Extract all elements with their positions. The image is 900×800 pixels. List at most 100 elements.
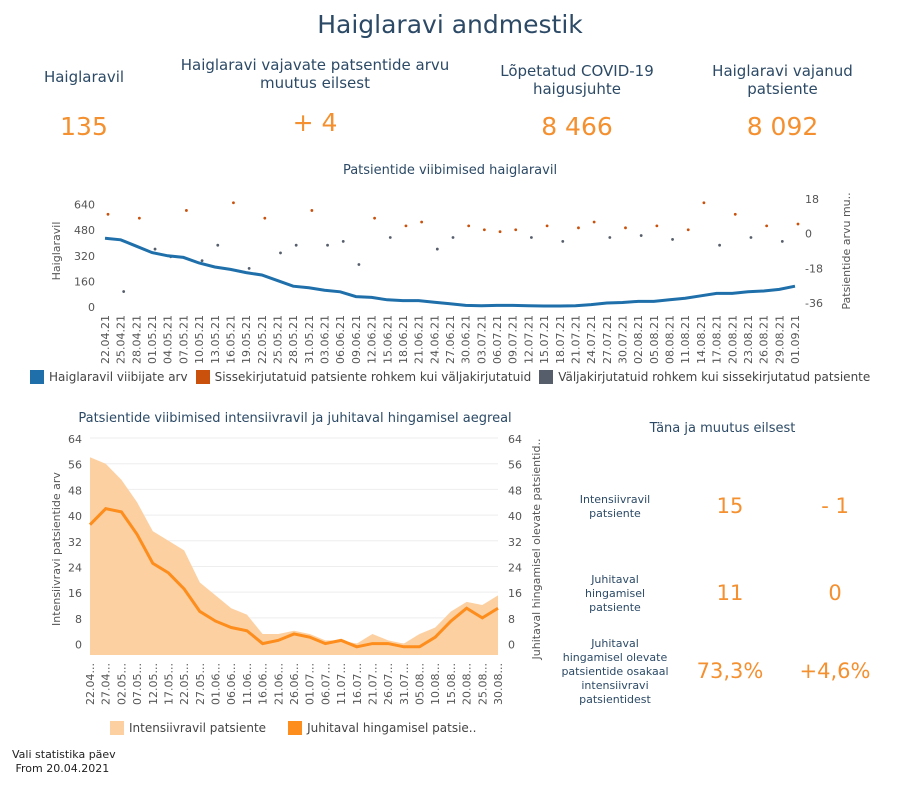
x-tick-label: 06.07.21 — [491, 315, 504, 364]
legend-swatch — [195, 370, 210, 384]
scatter-point — [718, 243, 721, 247]
x-tick-label: 17.08.21 — [711, 315, 724, 364]
icu-chart: 0 0 8 8 16 16 24 24 32 32 40 40 48 48 56 56 64 64 Intensii… — [50, 433, 543, 705]
scatter-point — [310, 209, 314, 212]
x-tick-label: 08.08.21 — [664, 315, 677, 364]
x-tick-label: 27.04... — [100, 663, 113, 705]
x-tick-label: 25.08... — [476, 663, 489, 705]
x-tick-label: 22.05... — [178, 663, 191, 705]
x-tick-label: 30.06.21 — [460, 315, 473, 364]
y-tick-label: 640 — [74, 199, 95, 212]
date-filter-label: Vali statistika päev — [12, 748, 116, 761]
x-tick-label: 01.06... — [210, 663, 223, 705]
today-value: 11 — [716, 581, 744, 605]
y2-tick-label: 56 — [508, 459, 522, 472]
y2-tick-label: -36 — [805, 297, 823, 310]
legend-area[interactable]: Intensiivravil patsiente — [110, 721, 266, 735]
legend-swatch — [539, 370, 554, 384]
legend-line[interactable]: Haiglaravil viibijate arv — [30, 370, 188, 384]
x-tick-label: 07.05.21 — [177, 315, 190, 364]
icu-area — [90, 457, 498, 655]
x-tick-label: 02.08.21 — [632, 315, 645, 364]
scatter-point — [122, 290, 126, 293]
x-tick-label: 24.06.21 — [428, 315, 441, 364]
y-tick-label: 16 — [68, 587, 82, 600]
x-tick-label: 24.07.21 — [585, 315, 598, 364]
page-title: Haiglaravi andmestik — [317, 10, 583, 39]
y2-tick-label: 8 — [508, 613, 515, 626]
legend-swatch — [30, 370, 44, 384]
scatter-point — [655, 224, 659, 228]
scatter-point — [467, 224, 471, 228]
x-tick-label: 05.08.21 — [648, 315, 661, 364]
x-tick-label: 18.06.21 — [397, 315, 410, 364]
kpi-value: 135 — [60, 112, 108, 141]
x-tick-label: 07.05... — [131, 663, 144, 705]
kpi-value: 8 092 — [746, 112, 819, 141]
today-value: 73,3% — [696, 659, 764, 683]
y-tick-label: 8 — [75, 613, 82, 626]
x-tick-label: 31.05.21 — [303, 315, 316, 364]
x-tick-label: 10.05.21 — [193, 315, 206, 364]
scatter-point — [608, 236, 612, 239]
x-tick-label: 26.08.21 — [758, 315, 771, 364]
x-tick-label: 09.07.21 — [507, 315, 520, 364]
legend-line2[interactable]: Juhitaval hingamisel patsie.. — [288, 721, 476, 735]
legend-swatch — [288, 721, 303, 735]
scatter-point — [341, 239, 345, 243]
x-tick-label: 15.07.21 — [538, 315, 551, 364]
scatter-point — [671, 238, 674, 241]
y2-tick-label: 48 — [508, 484, 522, 497]
kpi-value: 8 466 — [541, 112, 613, 141]
x-tick-label: 15.08... — [445, 663, 458, 705]
legend-label: Intensiivravil patsiente — [129, 721, 267, 735]
legend-label: Sissekirjutatuid patsiente rohkem kui vä… — [214, 370, 532, 384]
x-tick-label: 06.06.21 — [334, 315, 347, 364]
scatter-point — [765, 224, 769, 228]
x-tick-label: 22.04.21 — [99, 315, 112, 364]
x-tick-label: 26.06... — [288, 663, 301, 705]
y2-tick-label: 16 — [508, 587, 522, 600]
scatter-point — [749, 236, 753, 239]
x-tick-label: 01.09.21 — [789, 315, 802, 364]
scatter-point — [153, 247, 157, 251]
x-tick-label: 04.05.21 — [162, 315, 175, 364]
chart2-title: Patsientide viibimised intensiivravil ja… — [78, 411, 512, 426]
y-tick-label: 0 — [88, 301, 95, 314]
date-filter[interactable]: Vali statistika päev From 20.04.2021 — [12, 748, 116, 776]
x-tick-label: 16.06... — [257, 663, 270, 705]
y2-axis-label: Juhitaval hingamisel olevate patsientid.… — [530, 439, 543, 661]
x-tick-label: 02.05... — [115, 663, 128, 705]
today-label: Juhitaval hingamisel olevate patsientide… — [561, 637, 669, 706]
kpi-label: Haiglaravi vajavate patsentide arvu muut… — [180, 56, 450, 92]
y-tick-label: 480 — [74, 224, 95, 237]
scatter-point — [592, 220, 596, 224]
scatter-point — [702, 201, 706, 205]
hospital-chart: 0 160 320 480 640 -36 -18 0 18 Haiglaravil Patsien… — [50, 192, 853, 364]
x-tick-label: 05.08... — [414, 663, 427, 705]
scatter-point — [294, 243, 298, 247]
y2-axis-label: Patsientide arvu mu.. — [840, 192, 853, 309]
scatter-point — [200, 259, 204, 263]
y-tick-label: 0 — [75, 639, 82, 652]
x-tick-label: 21.07.21 — [569, 315, 582, 364]
kpi-label: Lõpetatud COVID-19 haigusjuhte — [500, 62, 654, 98]
legend-label: Haiglaravil viibijate arv — [49, 370, 188, 384]
y-tick-label: 48 — [68, 484, 82, 497]
legend-label: Juhitaval hingamisel patsie.. — [307, 721, 477, 735]
y-axis-label: Haiglaravil — [50, 222, 63, 281]
x-tick-label: 11.08.21 — [679, 315, 692, 364]
x-tick-label: 21.06... — [272, 663, 285, 705]
scatter-point — [686, 228, 690, 232]
scatter-point — [279, 251, 282, 255]
legend-negative[interactable]: Väljakirjutatuid rohkem kui sissekirjuta… — [539, 370, 870, 384]
scatter-point — [514, 228, 518, 232]
scatter-point — [326, 243, 329, 247]
y-tick-label: 32 — [68, 536, 82, 549]
kpi-label: Haiglaravil — [43, 68, 125, 86]
x-tick-label: 11.07... — [335, 663, 348, 705]
y-tick-label: 320 — [74, 250, 95, 263]
scatter-point — [545, 224, 549, 228]
legend-positive[interactable]: Sissekirjutatuid patsiente rohkem kui vä… — [195, 370, 532, 384]
date-filter-value: From 20.04.2021 — [12, 762, 110, 775]
